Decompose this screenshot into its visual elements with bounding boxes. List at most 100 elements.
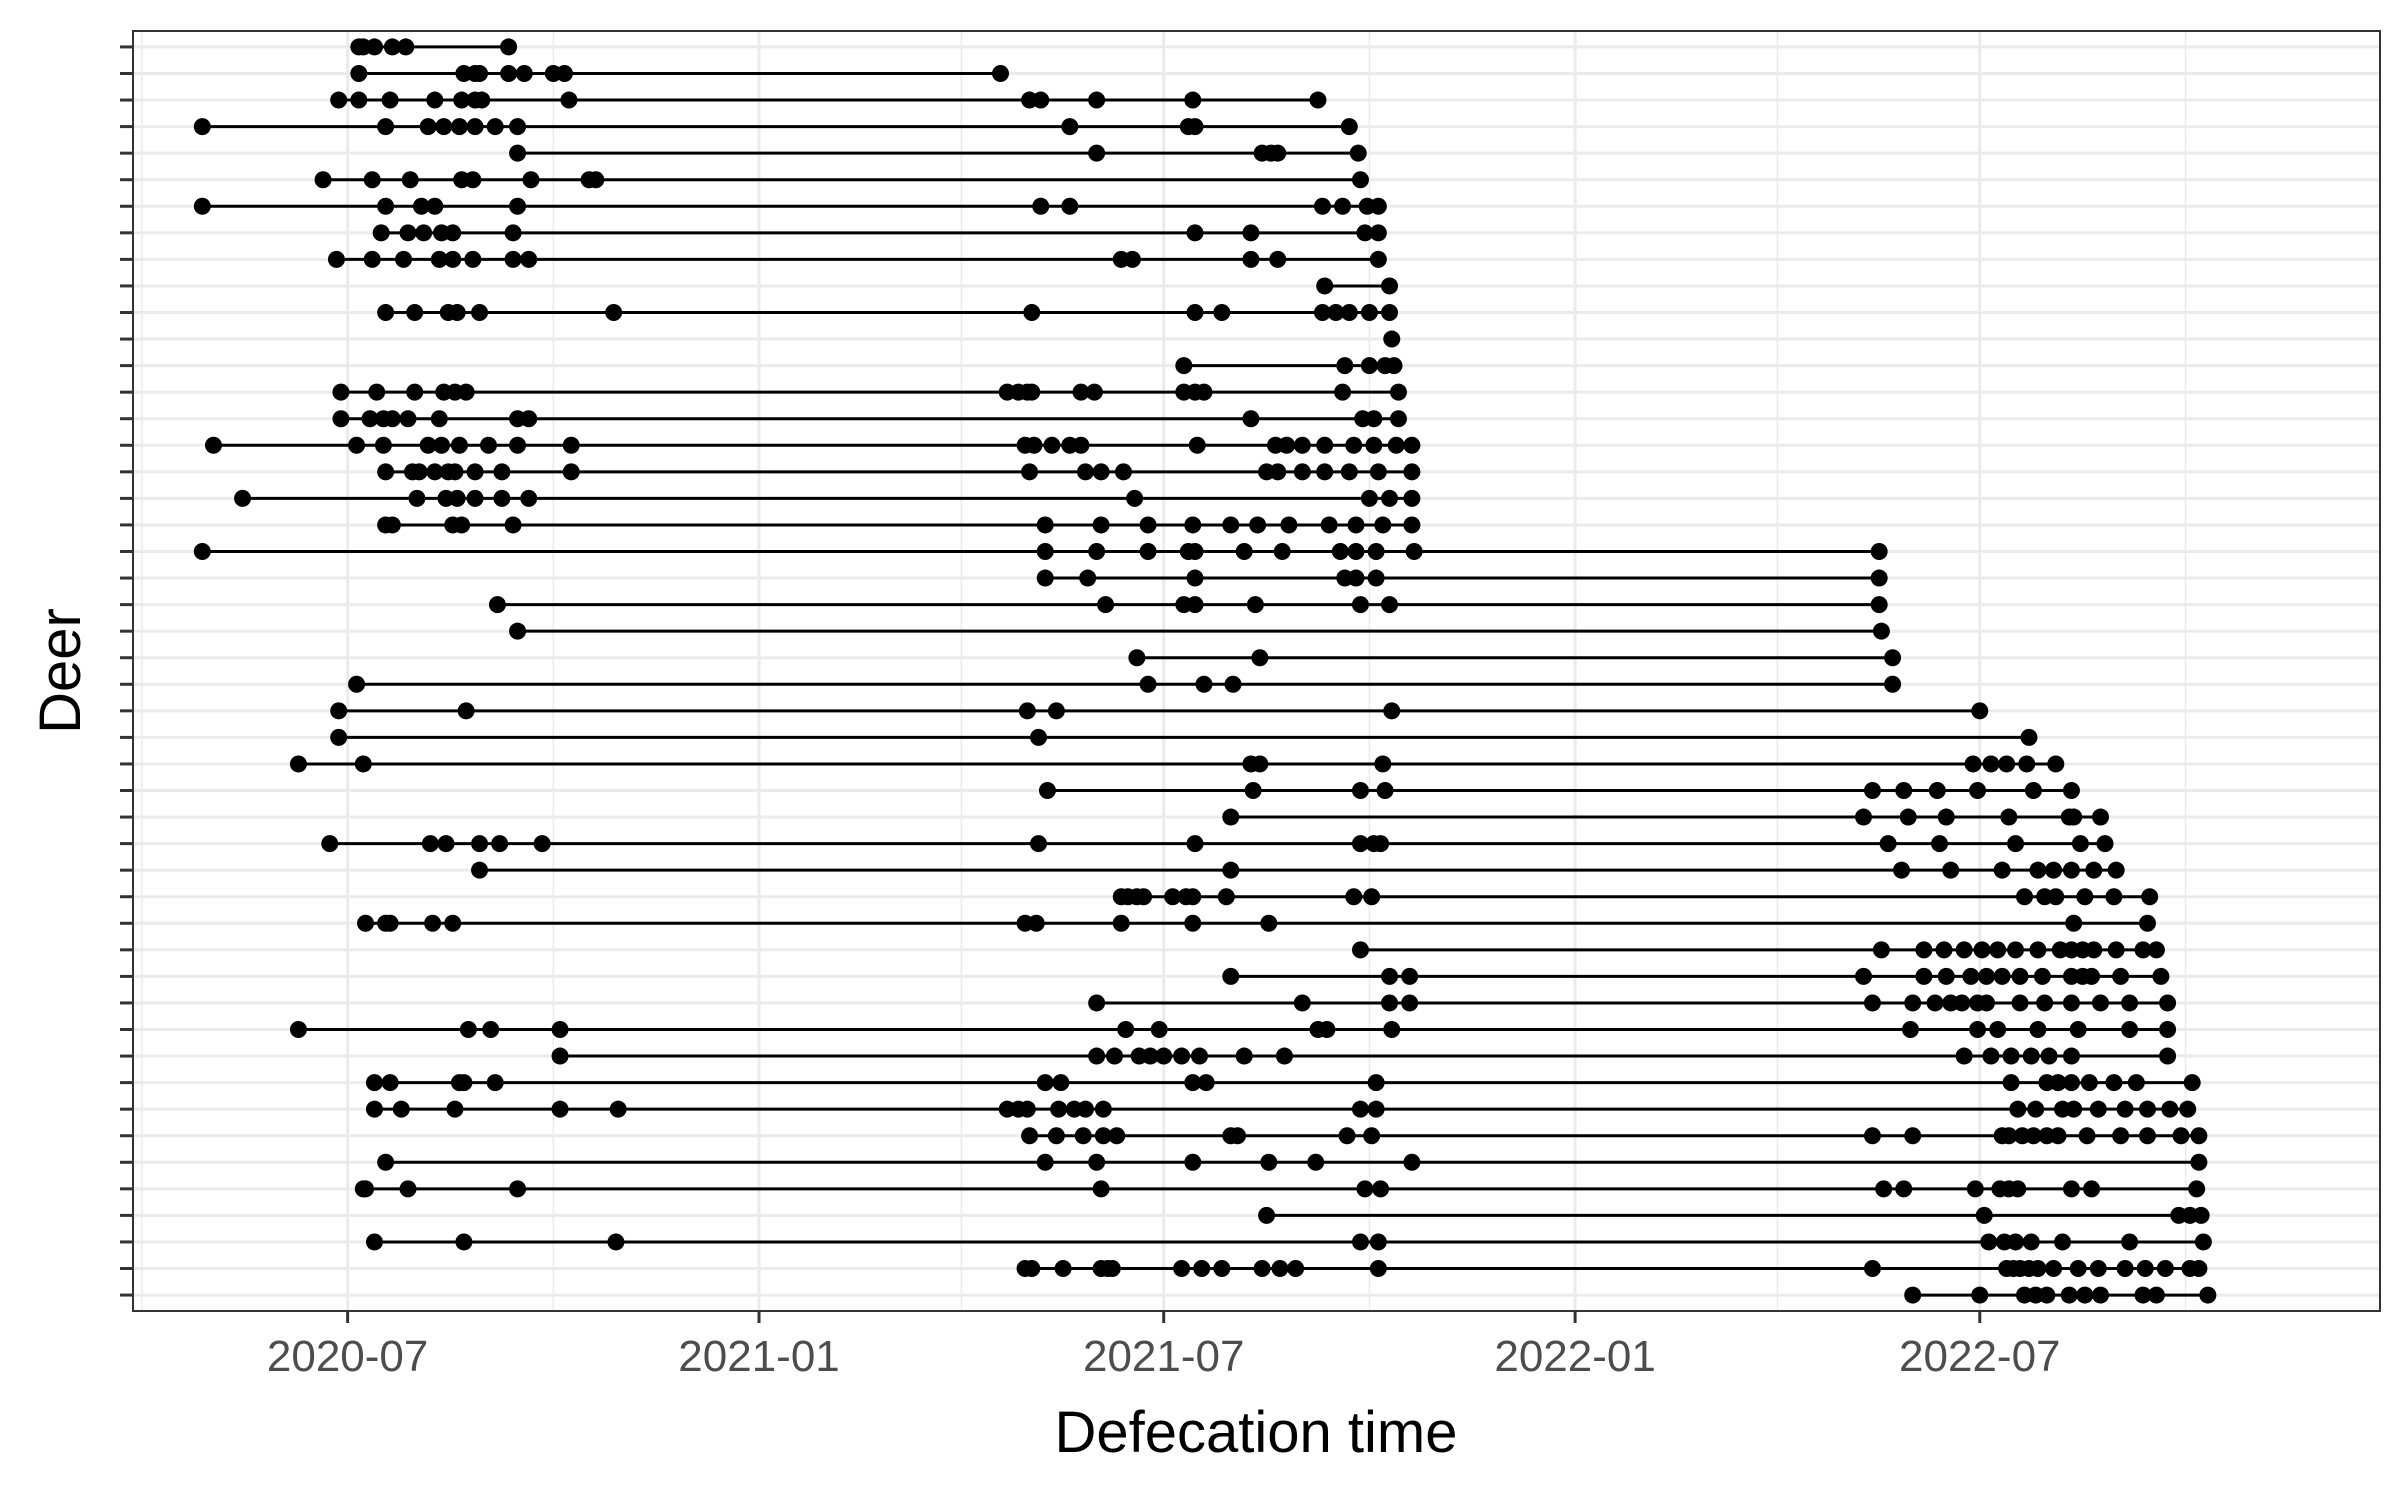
- data-point: [1331, 542, 1349, 560]
- data-point: [1092, 516, 1110, 534]
- deer-series: [350, 64, 1009, 82]
- data-point: [330, 702, 348, 720]
- data-point: [1369, 463, 1387, 481]
- data-point: [2092, 994, 2110, 1012]
- data-point: [2199, 1286, 2217, 1304]
- data-point: [377, 463, 395, 481]
- deer-series: [332, 383, 1407, 401]
- deer-series: [1258, 1206, 2210, 1224]
- data-point: [1953, 994, 1971, 1012]
- data-point: [1363, 1127, 1381, 1145]
- data-point: [2096, 835, 2114, 853]
- data-point: [424, 914, 442, 932]
- data-point: [2009, 1180, 2027, 1198]
- data-point: [2085, 861, 2103, 879]
- data-point: [2080, 1074, 2098, 1092]
- data-point: [457, 702, 475, 720]
- data-point: [2000, 808, 2018, 826]
- data-point: [1228, 1127, 1246, 1145]
- data-point: [479, 436, 497, 454]
- data-point: [486, 118, 504, 136]
- data-point: [1973, 941, 1991, 959]
- data-point: [365, 38, 383, 56]
- data-point: [2192, 1206, 2210, 1224]
- data-point: [2083, 967, 2101, 985]
- data-point: [193, 542, 211, 560]
- data-point: [605, 303, 623, 321]
- data-point: [1293, 463, 1311, 481]
- data-point: [1023, 1260, 1041, 1278]
- data-point: [1872, 622, 1890, 640]
- x-tick-label: 2022-01: [1494, 1332, 1655, 1381]
- data-point: [2022, 1233, 2040, 1251]
- data-point: [1038, 782, 1056, 800]
- data-point: [1193, 1260, 1211, 1278]
- data-point: [1372, 1180, 1390, 1198]
- data-point: [406, 383, 424, 401]
- data-point: [2009, 1100, 2027, 1118]
- data-point: [1351, 596, 1369, 614]
- data-point: [2024, 1127, 2042, 1145]
- data-point: [448, 303, 466, 321]
- data-point: [509, 118, 527, 136]
- data-point: [419, 436, 437, 454]
- data-point: [2147, 941, 2165, 959]
- data-point: [1184, 914, 1202, 932]
- data-point: [1381, 303, 1399, 321]
- deer-series: [1016, 1260, 2208, 1278]
- data-point: [1050, 1100, 1068, 1118]
- x-tick-label: 2021-07: [1083, 1332, 1244, 1381]
- deer-series: [350, 38, 518, 56]
- data-point: [1966, 1180, 1984, 1198]
- data-point: [1313, 303, 1331, 321]
- data-point: [1369, 1260, 1387, 1278]
- data-point: [2069, 1260, 2087, 1278]
- data-point: [2000, 1127, 2018, 1145]
- deer-series: [354, 1180, 2206, 1198]
- data-point: [450, 118, 468, 136]
- data-point: [193, 197, 211, 215]
- data-point: [1112, 914, 1130, 932]
- panel-border: [132, 30, 2381, 1312]
- data-point: [415, 224, 433, 242]
- data-point: [2002, 1047, 2020, 1065]
- data-point: [1085, 383, 1103, 401]
- data-point: [1367, 542, 1385, 560]
- data-point: [556, 64, 574, 82]
- data-point: [348, 436, 366, 454]
- data-point: [1293, 436, 1311, 454]
- deer-series: [1112, 888, 2159, 906]
- data-point: [435, 118, 453, 136]
- data-point: [372, 224, 390, 242]
- data-point: [466, 463, 484, 481]
- data-point: [381, 91, 399, 109]
- deer-series: [377, 303, 1399, 321]
- data-point: [464, 171, 482, 189]
- data-point: [289, 1021, 307, 1039]
- data-point: [1872, 941, 1890, 959]
- data-point: [1088, 542, 1106, 560]
- data-point: [2011, 994, 2029, 1012]
- data-point: [1184, 516, 1202, 534]
- x-tick-label: 2022-07: [1899, 1332, 2060, 1381]
- data-point: [1235, 542, 1253, 560]
- data-point: [2116, 1260, 2134, 1278]
- data-point: [482, 1021, 500, 1039]
- data-point: [426, 197, 444, 215]
- data-point: [2071, 835, 2089, 853]
- data-point: [1381, 994, 1399, 1012]
- data-point: [450, 436, 468, 454]
- data-point: [1360, 489, 1378, 507]
- data-point: [1372, 835, 1390, 853]
- data-point: [2029, 861, 2047, 879]
- data-point: [1103, 1260, 1121, 1278]
- data-point: [1365, 436, 1383, 454]
- data-point: [1340, 118, 1358, 136]
- deer-series: [509, 622, 1890, 640]
- data-point: [2136, 1260, 2154, 1278]
- data-point: [2190, 1260, 2208, 1278]
- data-point: [551, 1100, 569, 1118]
- data-point: [2089, 1100, 2107, 1118]
- data-point: [1186, 569, 1204, 587]
- data-point: [1320, 516, 1338, 534]
